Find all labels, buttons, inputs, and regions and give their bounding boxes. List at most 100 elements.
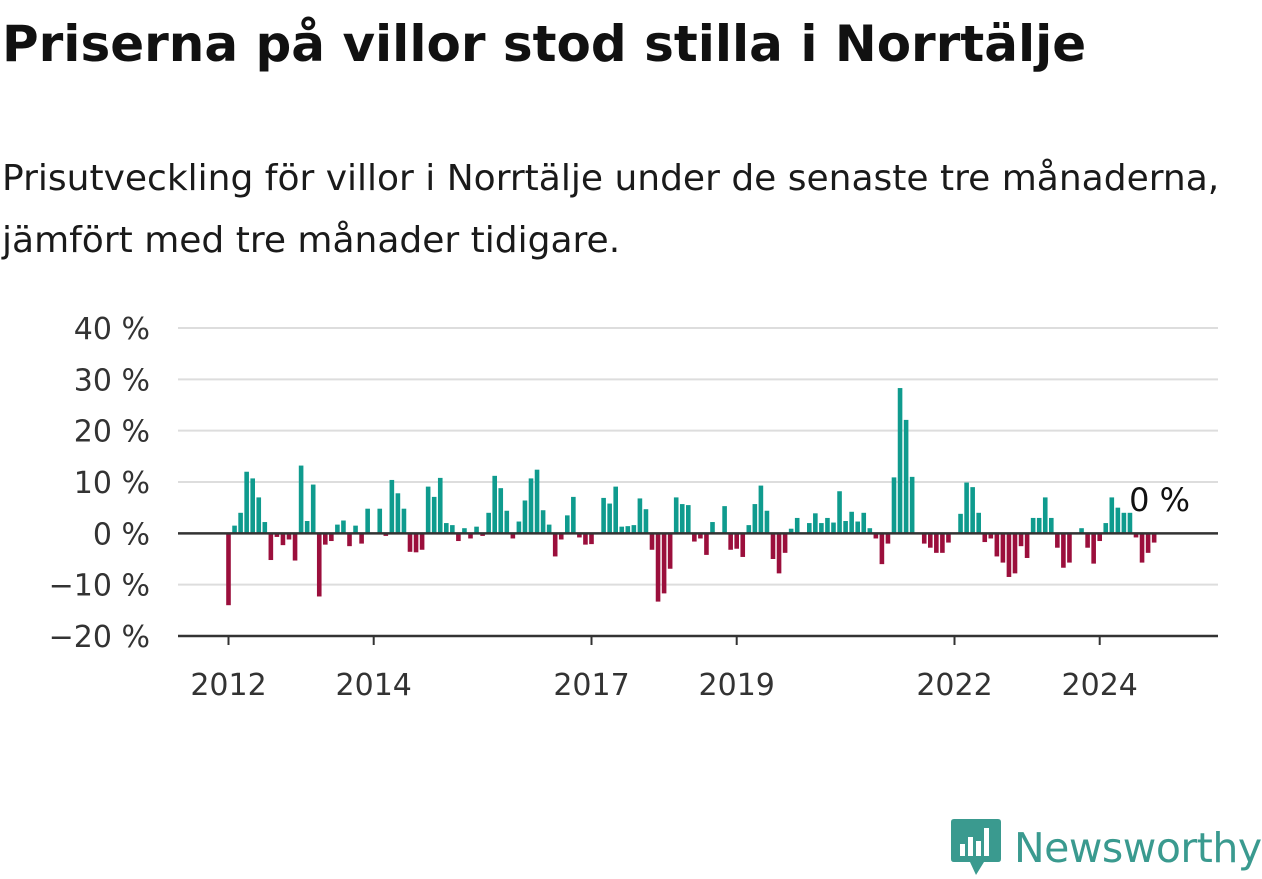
bar xyxy=(437,477,443,534)
bar xyxy=(1067,533,1072,563)
bar xyxy=(679,504,685,534)
bar xyxy=(546,524,552,534)
bar xyxy=(728,533,733,550)
bar xyxy=(673,497,679,534)
bar xyxy=(335,524,340,534)
bar xyxy=(419,533,425,550)
bar xyxy=(843,521,848,534)
bar xyxy=(377,508,383,534)
bar xyxy=(861,512,867,534)
y-tick-label: 40 % xyxy=(74,312,150,347)
bar xyxy=(286,533,292,540)
bar xyxy=(1097,533,1102,542)
bar xyxy=(571,496,576,534)
bar xyxy=(1103,523,1109,534)
bar xyxy=(770,533,776,559)
bar xyxy=(867,528,873,534)
y-tick-label: 10 % xyxy=(74,466,150,501)
bar xyxy=(510,533,516,539)
bar xyxy=(782,533,788,553)
bar xyxy=(1030,517,1036,534)
bar xyxy=(341,520,346,534)
bar xyxy=(873,533,879,539)
grid-lines xyxy=(178,327,1218,586)
x-tick-label: 2024 xyxy=(1062,668,1138,703)
bar xyxy=(982,533,988,543)
bar xyxy=(764,510,770,534)
bar xyxy=(504,510,510,534)
bar xyxy=(389,479,395,534)
bar xyxy=(1042,497,1048,534)
bar xyxy=(298,465,304,534)
bar xyxy=(1127,512,1133,534)
bar xyxy=(480,533,485,536)
bar xyxy=(238,512,243,534)
bar xyxy=(353,525,358,534)
bar xyxy=(552,533,558,557)
bar xyxy=(909,476,915,534)
y-tick-label: −10 % xyxy=(49,569,150,604)
bar xyxy=(934,533,939,553)
bar xyxy=(819,523,824,534)
bar xyxy=(1024,533,1030,558)
bar xyxy=(468,533,473,539)
bar xyxy=(710,522,715,534)
bar xyxy=(1036,517,1042,534)
bar xyxy=(613,486,618,534)
bar xyxy=(1049,517,1054,534)
bar xyxy=(885,533,891,544)
bar xyxy=(855,521,860,534)
bar xyxy=(329,533,334,542)
tick-labels: 40 % 30 % 20 % 10 % 0 % −10 % −20 % 2012 2014 201… xyxy=(49,312,1193,703)
chart-title: Priserna på villor stod stilla i Norrtäl… xyxy=(2,15,1087,73)
bar xyxy=(758,485,764,534)
bar xyxy=(425,486,431,534)
bar xyxy=(704,533,709,555)
bar xyxy=(849,511,854,534)
bar xyxy=(667,533,673,569)
y-tick-label: 20 % xyxy=(74,415,150,450)
bar xyxy=(1006,533,1012,577)
x-tick-label: 2014 xyxy=(336,668,412,703)
bar xyxy=(1000,533,1006,563)
bar xyxy=(807,523,812,534)
bar xyxy=(583,533,588,545)
newsworthy-logo[interactable]: Newsworthy xyxy=(950,818,1262,878)
bar xyxy=(692,533,697,542)
bar xyxy=(879,533,885,565)
bar xyxy=(413,533,419,553)
bar xyxy=(897,388,903,534)
bar xyxy=(976,512,981,534)
bar xyxy=(232,525,237,534)
bar xyxy=(698,533,703,539)
bar xyxy=(643,509,649,534)
bar xyxy=(365,508,370,534)
x-tick-label: 2019 xyxy=(699,668,775,703)
bar xyxy=(1079,528,1084,534)
bar xyxy=(825,517,830,534)
bar xyxy=(649,533,655,550)
bar xyxy=(347,533,352,547)
bar xyxy=(323,533,328,545)
bar xyxy=(964,482,969,534)
bar xyxy=(558,533,564,540)
bar xyxy=(492,475,497,534)
bar xyxy=(776,533,782,574)
bar xyxy=(734,533,739,549)
bar xyxy=(746,525,752,534)
bar xyxy=(601,497,606,534)
bar xyxy=(486,512,491,534)
bar xyxy=(226,533,231,606)
bars xyxy=(226,388,1157,606)
bar xyxy=(921,533,927,544)
bar xyxy=(1151,533,1157,543)
bar xyxy=(540,510,546,534)
bar xyxy=(383,533,389,536)
x-tick-label: 2017 xyxy=(553,668,629,703)
bar xyxy=(940,533,945,553)
bar xyxy=(686,505,691,534)
brand-name: Newsworthy xyxy=(1014,824,1262,872)
bar xyxy=(1091,533,1096,564)
bar xyxy=(1012,533,1018,574)
bar xyxy=(637,498,643,534)
